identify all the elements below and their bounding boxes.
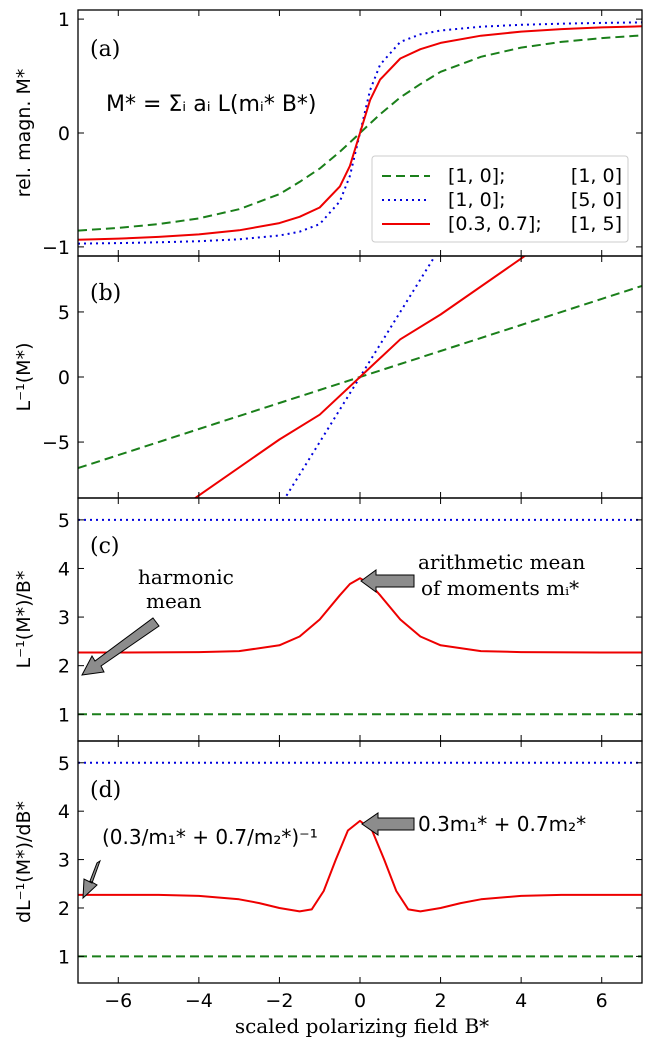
annotation-arithmetic-line2: of moments mᵢ* <box>421 576 579 600</box>
series-line-3 <box>78 25 642 241</box>
y-axis-label: dL⁻¹(M*)/dB* <box>13 801 35 923</box>
annotation-harmonic-formula: (0.3/m₁* + 0.7/m₂*)⁻¹ <box>102 825 318 849</box>
legend-weights-1: [1, 0]; <box>448 165 505 187</box>
y-tick-label: 1 <box>58 704 70 726</box>
y-tick-label: 0 <box>58 123 70 145</box>
panel-label-d: (d) <box>90 778 121 803</box>
x-axis-label: scaled polarizing field B* <box>235 1014 489 1038</box>
series-group <box>78 518 642 716</box>
series-group <box>78 761 642 958</box>
y-tick-label: 3 <box>58 850 70 872</box>
x-tick-label: 4 <box>515 990 527 1012</box>
y-tick-label: 5 <box>58 753 70 775</box>
y-tick-label: 3 <box>58 607 70 629</box>
arrow-arithmetic-d <box>361 812 415 836</box>
y-tick-label: 2 <box>58 656 70 678</box>
series-group <box>78 21 642 245</box>
arrow-harmonic-d <box>82 859 101 900</box>
legend-weights-3: [0.3, 0.7]; <box>448 213 542 235</box>
legend-moments-3: [1, 5] <box>571 213 622 235</box>
panel-d: 5 4 3 2 1 dL⁻¹(M*)/dB* −6 −4 −2 0 2 4 6 <box>13 740 643 1012</box>
y-tick-label: 1 <box>58 9 70 31</box>
legend-moments-2: [5, 0] <box>571 189 622 211</box>
y-tick-label: 1 <box>58 946 70 968</box>
arrow-arithmetic <box>360 569 415 593</box>
arrow-harmonic <box>81 617 160 676</box>
y-axis-label: L⁻¹(M*) <box>13 343 35 412</box>
y-tick-label: 0 <box>58 367 70 389</box>
x-tick-label: −4 <box>185 990 213 1012</box>
series-group <box>78 256 642 498</box>
series-line-3 <box>78 819 642 913</box>
panel-label-a: (a) <box>90 37 120 62</box>
y-tick-label: 5 <box>58 510 70 532</box>
axes-frame <box>77 497 643 742</box>
x-tick-label: −6 <box>104 990 132 1012</box>
panel-label-c: (c) <box>90 534 120 559</box>
panels-layer: 1 0 −1 rel. magn. M* 5 0 −5 L⁻¹(M*) 5 4 3 2 1 L⁻¹(M*)… <box>13 9 643 1012</box>
y-axis-label: rel. magn. M* <box>13 69 35 198</box>
x-tick-label: 2 <box>435 990 447 1012</box>
legend-weights-2: [1, 0]; <box>448 189 505 211</box>
y-tick-label: 4 <box>58 558 70 580</box>
x-tick-label: 6 <box>596 990 608 1012</box>
panel-a: 1 0 −1 rel. magn. M* <box>13 9 643 259</box>
series-line-2 <box>283 256 437 498</box>
panel-label-b: (b) <box>90 281 121 306</box>
annotation-arithmetic-line1: arithmetic mean <box>418 550 585 574</box>
legend-box <box>371 155 629 243</box>
panel-b: 5 0 −5 L⁻¹(M*) <box>13 255 643 499</box>
y-axis-label: L⁻¹(M*)/B* <box>13 571 35 669</box>
annotation-harmonic-line2: mean <box>146 589 202 613</box>
series-line-3 <box>78 577 642 654</box>
x-tick-label: 0 <box>354 990 366 1012</box>
y-tick-label: 5 <box>58 302 70 324</box>
series-line-1 <box>78 34 642 232</box>
model-formula: M* = Σᵢ aᵢ L(mᵢ* B*) <box>106 92 317 117</box>
axes-frame <box>77 740 643 984</box>
panel-a-extras: (a) M* = Σᵢ aᵢ L(mᵢ* B*) [1, 0]; [1, 0] … <box>90 37 629 243</box>
annotation-arithmetic-formula: 0.3m₁* + 0.7m₂* <box>418 812 586 836</box>
y-tick-label: −1 <box>42 237 70 259</box>
y-tick-label: 4 <box>58 801 70 823</box>
y-tick-label: 2 <box>58 898 70 920</box>
y-tick-label: −5 <box>42 432 70 454</box>
x-tick-label: −2 <box>265 990 293 1012</box>
annotation-harmonic-line1: harmonic <box>138 565 234 589</box>
legend-moments-1: [1, 0] <box>571 165 622 187</box>
legend: [1, 0]; [1, 0] [1, 0]; [5, 0] [0.3, 0.7]… <box>371 155 629 243</box>
series-line-3 <box>193 256 527 498</box>
